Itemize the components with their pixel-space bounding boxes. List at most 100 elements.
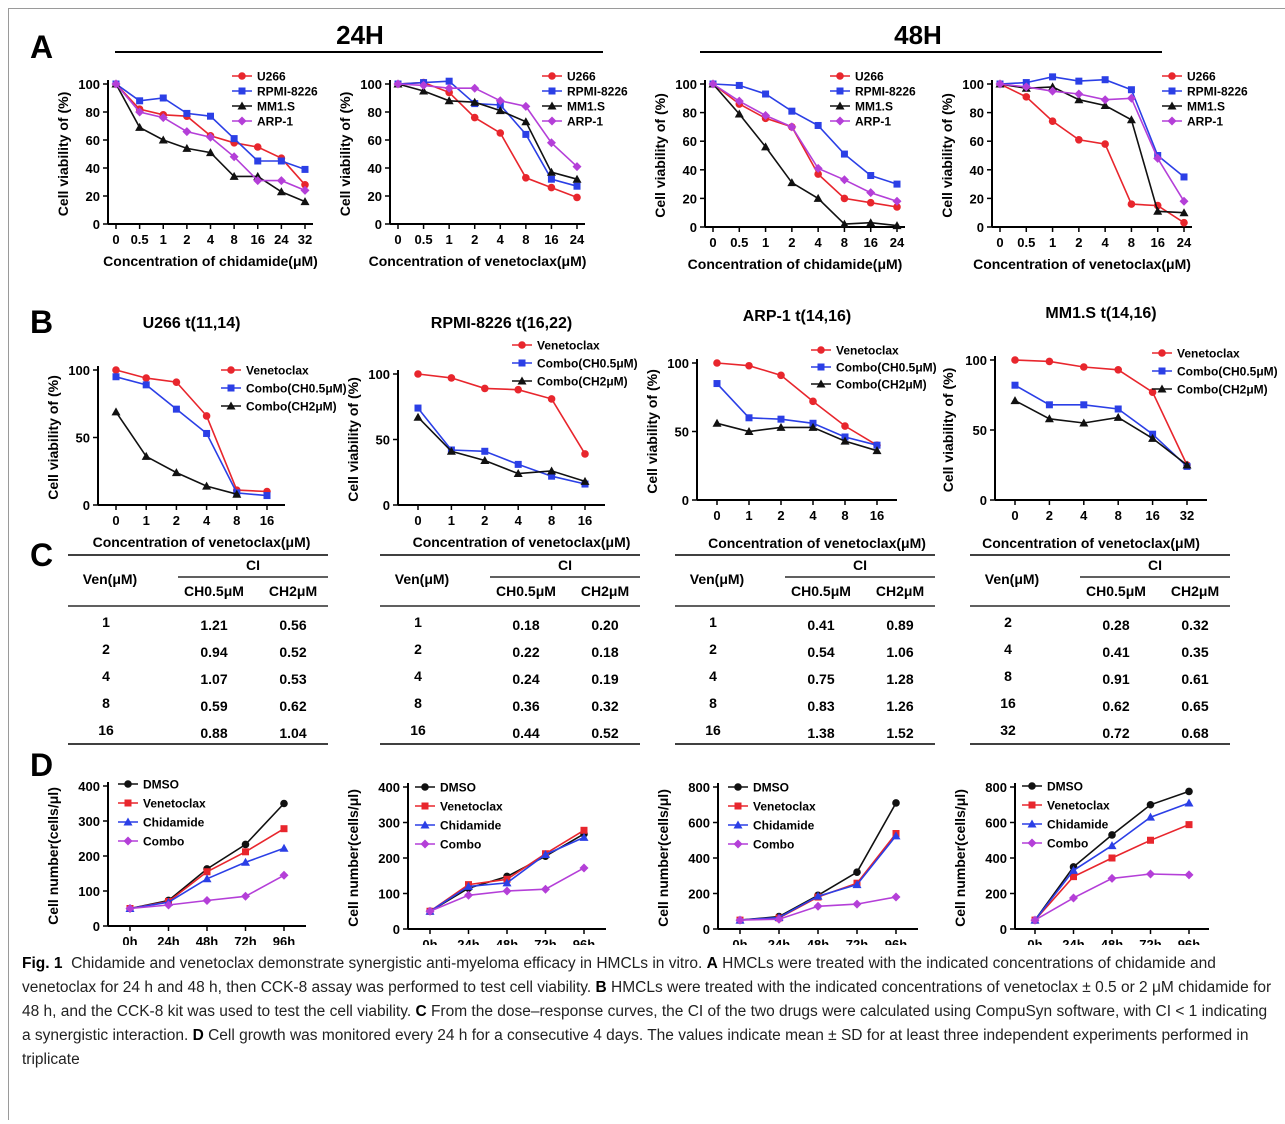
x-tick-label: 72h bbox=[846, 937, 868, 945]
data-point bbox=[1107, 841, 1117, 850]
data-point bbox=[425, 906, 435, 916]
data-point bbox=[444, 83, 454, 93]
data-point bbox=[745, 414, 753, 422]
table-cell-ven: 16 bbox=[98, 722, 114, 738]
table-cell-ch05: 1.21 bbox=[200, 617, 227, 633]
x-tick-label: 16 bbox=[251, 232, 265, 247]
x-axis-label: Concentration of venetoclax(μM) bbox=[982, 535, 1200, 551]
y-axis-label: Cell number(cells/μl) bbox=[345, 789, 361, 927]
data-point bbox=[1184, 870, 1194, 880]
legend-label: DMSO bbox=[440, 781, 476, 795]
data-point bbox=[547, 466, 557, 475]
chart-d-15: 0 200 400 600 800 0h 24h 48h 72h 96h Cell number(c… bbox=[952, 780, 1209, 945]
data-point bbox=[813, 891, 823, 900]
x-tick-label: 0h bbox=[422, 937, 437, 945]
table-cell-ven: 1 bbox=[709, 614, 717, 630]
legend-swatch bbox=[237, 116, 247, 126]
data-point bbox=[852, 880, 862, 889]
x-tick-label: 1 bbox=[160, 232, 167, 247]
x-tick-label: 16 bbox=[544, 232, 558, 247]
table-header-ci: CI bbox=[558, 557, 572, 573]
y-tick-label: 300 bbox=[378, 816, 400, 831]
data-point bbox=[787, 122, 797, 132]
data-point bbox=[547, 175, 555, 183]
data-point bbox=[734, 109, 744, 118]
y-tick-label: 50 bbox=[675, 425, 689, 440]
table-subheader: CH0.5μM bbox=[791, 583, 851, 599]
x-tick-label: 2 bbox=[471, 232, 478, 247]
x-tick-label: 0 bbox=[713, 508, 720, 523]
chart-b-4: 0 50 100 0 1 2 4 8 16 U266 t(11,14) Concentration … bbox=[45, 315, 347, 550]
panel-label-a: A bbox=[30, 29, 53, 65]
legend-swatch bbox=[1158, 349, 1166, 357]
legend-swatch bbox=[517, 376, 527, 385]
table-subheader: CH2μM bbox=[269, 583, 317, 599]
table-cell-ven: 8 bbox=[414, 695, 422, 711]
y-tick-label: 40 bbox=[86, 161, 100, 176]
data-point bbox=[229, 171, 239, 180]
y-tick-label: 100 bbox=[68, 363, 90, 378]
table-cell-ch05: 0.59 bbox=[200, 698, 227, 714]
legend-swatch bbox=[518, 341, 526, 349]
legend-label: RPMI-8226 bbox=[1187, 85, 1248, 99]
data-point bbox=[470, 97, 480, 106]
data-point bbox=[762, 90, 770, 98]
legend-label: RPMI-8226 bbox=[567, 85, 628, 99]
table-cell-ch2: 0.32 bbox=[591, 698, 618, 714]
y-tick-label: 800 bbox=[688, 780, 710, 795]
x-tick-label: 4 bbox=[497, 232, 505, 247]
data-point bbox=[761, 142, 771, 151]
x-tick-label: 16 bbox=[1150, 235, 1164, 250]
data-point bbox=[159, 94, 167, 102]
data-point bbox=[301, 165, 309, 173]
x-tick-label: 4 bbox=[809, 508, 817, 523]
table-cell-ch2: 0.65 bbox=[1181, 698, 1208, 714]
x-tick-label: 1 bbox=[1049, 235, 1056, 250]
chart-d-14: 0 200 400 600 800 0h 24h 48h 72h 96h Cell number(c… bbox=[655, 780, 918, 945]
y-tick-label: 100 bbox=[675, 77, 697, 92]
y-axis-label: Cell viability of (%) bbox=[644, 369, 660, 493]
legend-swatch bbox=[835, 101, 845, 110]
data-point bbox=[734, 96, 744, 106]
chart-title: ARP-1 t(14,16) bbox=[743, 308, 851, 325]
data-point bbox=[158, 135, 168, 144]
data-point bbox=[1070, 873, 1077, 881]
data-point bbox=[112, 366, 120, 374]
x-tick-label: 4 bbox=[1102, 235, 1110, 250]
x-tick-label: 2 bbox=[173, 513, 180, 528]
table-cell-ven: 1 bbox=[102, 614, 110, 630]
caption-frame bbox=[8, 940, 1279, 1120]
y-tick-label: 50 bbox=[376, 433, 390, 448]
legend-swatch bbox=[734, 802, 742, 810]
y-tick-label: 100 bbox=[965, 353, 987, 368]
data-point bbox=[253, 143, 262, 151]
data-point bbox=[470, 113, 479, 122]
legend-swatch bbox=[733, 820, 743, 829]
series-line-Combo(CH2μM) bbox=[115, 411, 238, 495]
table-cell-ch2: 0.62 bbox=[279, 698, 306, 714]
data-point bbox=[547, 183, 556, 192]
table-cell-ch05: 0.62 bbox=[1102, 698, 1129, 714]
legend-label: RPMI-8226 bbox=[257, 85, 318, 99]
data-point bbox=[522, 174, 530, 182]
x-tick-label: 4 bbox=[815, 235, 823, 250]
x-tick-label: 48h bbox=[807, 937, 829, 945]
table-cell-ven: 4 bbox=[414, 668, 422, 684]
data-point bbox=[713, 380, 721, 388]
data-point bbox=[464, 881, 473, 890]
data-point bbox=[814, 170, 822, 178]
data-point bbox=[280, 799, 288, 808]
data-point bbox=[809, 397, 817, 406]
data-point bbox=[111, 407, 121, 416]
x-tick-label: 96h bbox=[1178, 937, 1200, 945]
data-point bbox=[1101, 140, 1109, 148]
x-tick-label: 16 bbox=[260, 513, 274, 528]
table-subheader: CH0.5μM bbox=[496, 583, 556, 599]
data-point bbox=[300, 185, 310, 195]
data-point bbox=[1048, 86, 1058, 96]
table-header-ven: Ven(μM) bbox=[395, 571, 449, 587]
y-axis-label: Cell viability of (%) bbox=[939, 93, 955, 217]
series-line-Combo(CH2μM) bbox=[417, 416, 586, 483]
